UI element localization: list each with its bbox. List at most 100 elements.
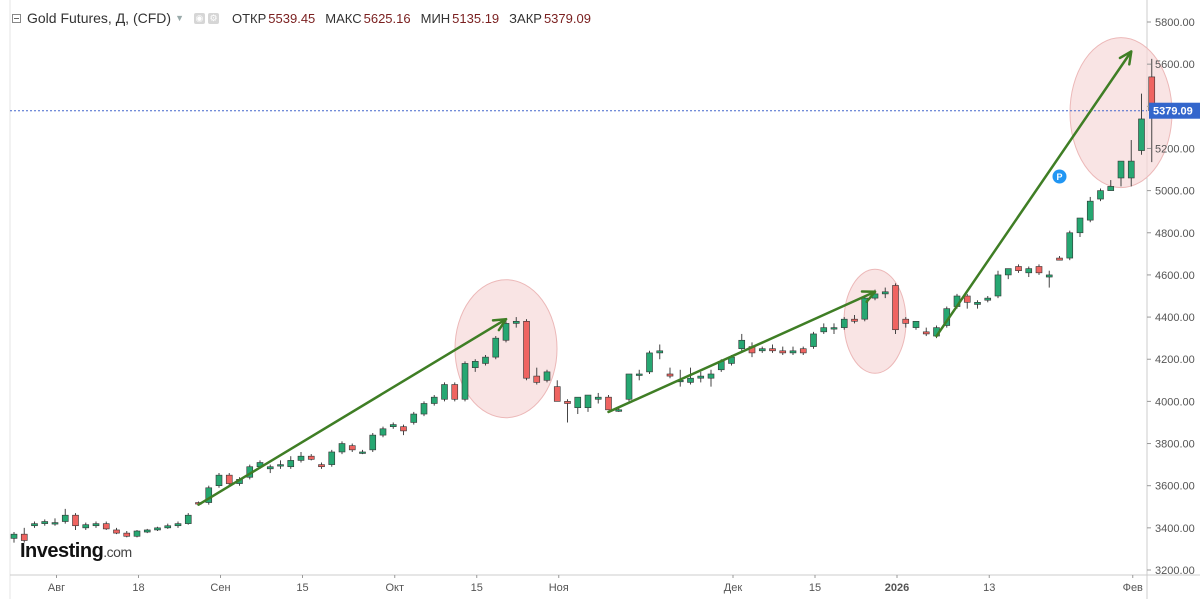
candle-up[interactable] [912, 320, 920, 328]
candle-up[interactable] [810, 333, 817, 347]
candle-up[interactable] [1086, 200, 1094, 221]
candle-up[interactable] [994, 274, 1002, 297]
candle-up[interactable] [502, 323, 510, 341]
candle-up[interactable] [174, 523, 182, 527]
candle-up[interactable] [646, 352, 653, 373]
candle-up[interactable] [984, 297, 992, 301]
candle-up[interactable] [51, 522, 59, 525]
candle-down[interactable] [902, 318, 910, 324]
candle-up[interactable] [656, 350, 664, 354]
candle-up[interactable] [338, 443, 346, 453]
candle-up[interactable] [461, 363, 469, 400]
candle-up[interactable] [143, 529, 151, 533]
candle-down[interactable] [1015, 266, 1022, 272]
candle-up[interactable] [881, 291, 889, 295]
candle-up[interactable] [820, 327, 828, 333]
candle-up[interactable] [389, 424, 397, 427]
candle-up[interactable] [738, 339, 746, 349]
candle-up[interactable] [379, 428, 387, 436]
candle-up[interactable] [635, 373, 643, 376]
candle-up[interactable] [277, 464, 284, 467]
candle-down[interactable] [533, 375, 541, 383]
candle-down[interactable] [564, 401, 571, 404]
candle-up[interactable] [297, 455, 305, 461]
candle-down[interactable] [1035, 266, 1043, 274]
candle-up[interactable] [758, 348, 766, 352]
chevron-down-icon[interactable]: ▼ [175, 13, 184, 23]
candle-up[interactable] [133, 530, 141, 537]
candle-down[interactable] [851, 318, 858, 322]
candle-down[interactable] [72, 514, 79, 527]
candle-up[interactable] [1076, 217, 1084, 234]
candle-up[interactable] [861, 297, 869, 320]
candle-up[interactable] [359, 451, 366, 454]
candle-up[interactable] [1127, 160, 1135, 179]
candle-up[interactable] [41, 521, 49, 524]
candle-up[interactable] [287, 460, 295, 468]
candle-up[interactable] [266, 466, 274, 470]
candle-up[interactable] [471, 361, 479, 368]
candle-down[interactable] [451, 384, 459, 400]
candle-up[interactable] [154, 527, 161, 531]
candle-up[interactable] [830, 327, 838, 330]
candle-up[interactable] [441, 384, 448, 400]
candle-up[interactable] [974, 302, 981, 305]
event-marker-icon[interactable] [1052, 169, 1067, 184]
candle-up[interactable] [482, 356, 489, 364]
candle-down[interactable] [605, 396, 612, 411]
candle-down[interactable] [799, 348, 807, 354]
candle-down[interactable] [102, 523, 110, 530]
candle-down[interactable] [113, 529, 120, 534]
candle-down[interactable] [318, 464, 325, 468]
candle-up[interactable] [1025, 268, 1033, 274]
candle-up[interactable] [1004, 268, 1012, 276]
candle-up[interactable] [1107, 186, 1115, 191]
candle-up[interactable] [625, 373, 633, 400]
candle-up[interactable] [164, 525, 172, 529]
candle-down[interactable] [666, 373, 674, 377]
candle-up[interactable] [492, 337, 500, 358]
candle-down[interactable] [963, 295, 971, 303]
candle-up[interactable] [687, 377, 694, 383]
candle-down[interactable] [348, 445, 356, 451]
candle-up[interactable] [789, 350, 797, 354]
candle-up[interactable] [1097, 190, 1104, 200]
candle-up[interactable] [512, 320, 520, 324]
candle-up[interactable] [1066, 232, 1074, 259]
candle-down[interactable] [769, 348, 776, 352]
candle-up[interactable] [410, 413, 418, 423]
candle-down[interactable] [20, 533, 28, 541]
candle-up[interactable] [184, 514, 192, 524]
candle-down[interactable] [553, 386, 561, 402]
collapse-legend-icon[interactable] [12, 13, 21, 23]
candle-up[interactable] [369, 434, 377, 451]
symbol-title[interactable]: Gold Futures, Д, (CFD) [27, 10, 172, 26]
candle-up[interactable] [1138, 118, 1145, 151]
candle-up[interactable] [615, 409, 623, 412]
candle-up[interactable] [31, 523, 38, 527]
candle-up[interactable] [205, 487, 213, 503]
candle-up[interactable] [1045, 274, 1053, 278]
candle-up[interactable] [61, 514, 69, 522]
candle-up[interactable] [574, 396, 582, 409]
candle-up[interactable] [215, 474, 223, 486]
candle-down[interactable] [523, 320, 530, 379]
candle-up[interactable] [697, 375, 705, 379]
candle-up[interactable] [543, 371, 551, 381]
candle-up[interactable] [430, 396, 438, 404]
candle-down[interactable] [1056, 257, 1063, 261]
candle-up[interactable] [707, 373, 715, 379]
candle-down[interactable] [922, 331, 930, 335]
candle-down[interactable] [225, 474, 233, 484]
candle-down[interactable] [892, 285, 899, 331]
settings-icon[interactable]: ⚙ [207, 12, 219, 24]
candle-up[interactable] [420, 403, 428, 415]
candle-up[interactable] [594, 396, 602, 400]
candle-up[interactable] [82, 524, 90, 529]
candle-down[interactable] [779, 350, 787, 354]
candle-down[interactable] [123, 532, 131, 537]
candle-down[interactable] [307, 455, 315, 460]
candle-down[interactable] [400, 426, 407, 432]
candle-up[interactable] [328, 451, 336, 465]
